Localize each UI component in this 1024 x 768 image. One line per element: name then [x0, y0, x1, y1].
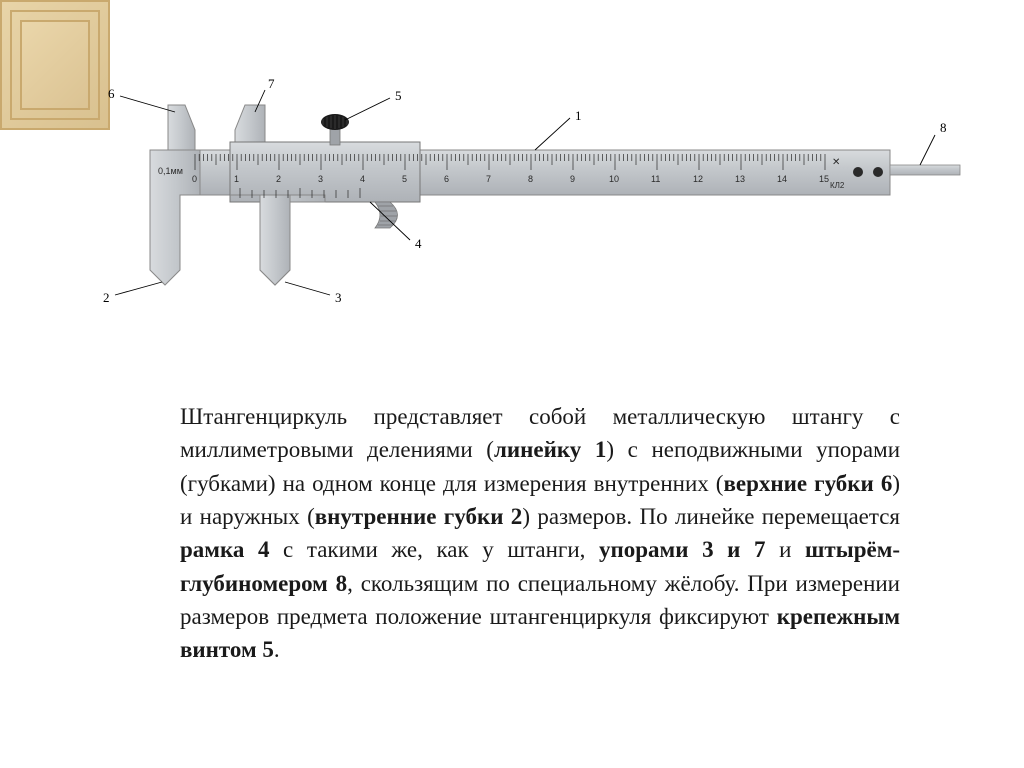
svg-text:12: 12 [693, 174, 703, 184]
svg-text:9: 9 [570, 174, 575, 184]
svg-text:0: 0 [192, 174, 197, 184]
precision-mark: 0,1мм [158, 166, 183, 176]
svg-text:4: 4 [360, 174, 365, 184]
desc-text: . [274, 637, 280, 662]
desc-text: и [766, 537, 806, 562]
svg-text:1: 1 [234, 174, 239, 184]
label-4: 4 [415, 236, 422, 251]
label-6: 6 [108, 86, 115, 101]
description-paragraph: Штангенциркуль представляет собой металл… [180, 400, 900, 667]
fixed-upper-jaw [168, 105, 195, 150]
svg-text:3: 3 [318, 174, 323, 184]
caliper-diagram: 0123456789101112131415 0,1мм КЛ2 ✕ [90, 70, 970, 330]
bold-term: внутренние губки 2 [315, 504, 523, 529]
depth-rod [890, 165, 960, 175]
caliper-svg: 0123456789101112131415 0,1мм КЛ2 ✕ [90, 70, 970, 330]
bold-term: упорами 3 и 7 [599, 537, 766, 562]
svg-text:11: 11 [651, 174, 660, 184]
svg-text:7: 7 [486, 174, 491, 184]
svg-text:8: 8 [528, 174, 533, 184]
end-screw-1 [853, 167, 863, 177]
svg-text:15: 15 [819, 174, 829, 184]
svg-text:10: 10 [609, 174, 619, 184]
bold-term: линейку 1 [494, 437, 606, 462]
label-5: 5 [395, 88, 402, 103]
svg-text:14: 14 [777, 174, 787, 184]
side-mark: КЛ2 [830, 181, 845, 190]
label-8: 8 [940, 120, 947, 135]
svg-text:2: 2 [276, 174, 281, 184]
desc-text: с такими же, как у штанги, [269, 537, 599, 562]
svg-text:6: 6 [444, 174, 449, 184]
logo-mark: ✕ [832, 157, 840, 168]
label-7: 7 [268, 76, 275, 91]
bold-term: рамка 4 [180, 537, 269, 562]
label-2: 2 [103, 290, 110, 305]
sliding-frame [230, 142, 420, 202]
svg-text:5: 5 [402, 174, 407, 184]
svg-text:13: 13 [735, 174, 745, 184]
desc-text: ) размеров. По линейке перемещается [522, 504, 900, 529]
label-1: 1 [575, 108, 582, 123]
label-3: 3 [335, 290, 342, 305]
end-screw-2 [873, 167, 883, 177]
bold-term: верхние губки 6 [723, 471, 892, 496]
